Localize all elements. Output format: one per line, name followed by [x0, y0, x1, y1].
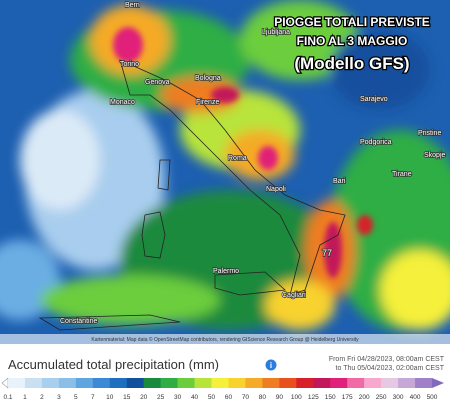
colorbar-segment [330, 378, 348, 388]
place-label: Bern [125, 2, 140, 9]
colorbar-segment [92, 378, 111, 388]
place-label: Tirane [392, 171, 412, 178]
colorbar-tick-label: 500 [427, 394, 438, 401]
colorbar-segment [279, 378, 297, 388]
place-label: Podgorica [360, 139, 392, 146]
colorbar-tick-label: 90 [276, 394, 284, 401]
colorbar-segment [8, 378, 26, 388]
colorbar-segment [41, 378, 60, 388]
colorbar-tick-label: 10 [106, 394, 114, 401]
colorbar-segment [364, 378, 382, 388]
info-icon[interactable] [265, 359, 277, 371]
place-label: Bari [333, 178, 346, 185]
colorbar-segment [194, 378, 212, 388]
colorbar-tick-label: 1 [23, 394, 27, 401]
period: From Fri 04/28/2023, 08:00am CEST [329, 356, 445, 363]
place-label: Ljubljana [262, 29, 290, 36]
place-label: Sarajevo [360, 96, 388, 103]
colorbar-segment [381, 378, 399, 388]
place-label: Firenze [196, 99, 219, 106]
place-label: Roma [228, 155, 247, 162]
legend-title: Accumulated total precipitation (mm) [8, 357, 219, 372]
place-label: Napoli [266, 186, 286, 193]
place-label: Constantine [60, 318, 97, 325]
colorbar-tick-label: 30 [174, 394, 182, 401]
info-icon-glyph: i [270, 361, 272, 370]
place-label: Monaco [110, 99, 135, 106]
colorbar-segment [313, 378, 331, 388]
colorbar-tick-label: 250 [376, 394, 387, 401]
colorbar-arrow [432, 378, 444, 388]
colorbar-tick-label: 2 [40, 394, 44, 401]
period: to Thu 05/04/2023, 02:00am CEST [336, 365, 445, 372]
colorbar-tick-label: 200 [359, 394, 370, 401]
colorbar-segment [58, 378, 77, 388]
colorbar-tick-label: 50 [208, 394, 216, 401]
overlay-title: (Modello GFS) [294, 54, 409, 73]
attribution: Kartenmaterial: Map data © OpenStreetMap… [91, 336, 359, 343]
colorbar-segment [398, 378, 416, 388]
place-label: Palermo [213, 268, 239, 275]
coastline [38, 159, 286, 331]
place-label: Bologna [195, 75, 221, 82]
colorbar-tick-label: 7 [91, 394, 95, 401]
colorbar-tick-label: 150 [325, 394, 336, 401]
colorbar-tick-label: 80 [259, 394, 267, 401]
colorbar-segment [296, 378, 314, 388]
colorbar-segment [245, 378, 263, 388]
colorbar-tick-label: 100 [291, 394, 302, 401]
colorbar-segment [262, 378, 280, 388]
colorbar-segment [228, 378, 246, 388]
place-label: Pristine [418, 130, 441, 137]
place-label: Genova [145, 79, 170, 86]
colorbar-tick-label: 60 [225, 394, 233, 401]
colorbar-segment [75, 378, 94, 388]
colorbar-segment [160, 378, 178, 388]
colorbar-tick-label: 175 [342, 394, 353, 401]
colorbar-segment [177, 378, 195, 388]
colorbar-segment [143, 378, 161, 388]
colorbar-tick-label: 25 [157, 394, 165, 401]
colorbar-segment [415, 378, 433, 388]
colorbar-tick-label: 300 [393, 394, 404, 401]
place-label: Torino [120, 61, 139, 68]
colorbar-tick-label: 3 [57, 394, 61, 401]
colorbar-tick-label: 5 [74, 394, 78, 401]
place-label: Cagliari [282, 292, 306, 299]
colorbar-tick-label: 400 [410, 394, 421, 401]
overlay-title: FINO AL 3 MAGGIO [297, 34, 408, 48]
colorbar-tick-label: 15 [123, 394, 131, 401]
colorbar-segment [347, 378, 365, 388]
place-label: Skopje [424, 152, 446, 159]
colorbar-tick-label: 0.1 [3, 394, 12, 401]
colorbar-tick-label: 70 [242, 394, 250, 401]
annotation: 77 [322, 248, 332, 258]
colorbar-tick-label: 20 [140, 394, 148, 401]
overlay-title: PIOGGE TOTALI PREVISTE [274, 15, 430, 29]
map: Bern Ljubljana Torino Genova Monaco Bolo… [0, 0, 450, 344]
colorbar-tick-label: 125 [308, 394, 319, 401]
colorbar-segment [126, 378, 144, 388]
colorbar-tick-label: 40 [191, 394, 199, 401]
coastline [119, 59, 346, 296]
colorbar-segment [211, 378, 229, 388]
colorbar-segment [24, 378, 43, 388]
colorbar-segment [109, 378, 128, 388]
